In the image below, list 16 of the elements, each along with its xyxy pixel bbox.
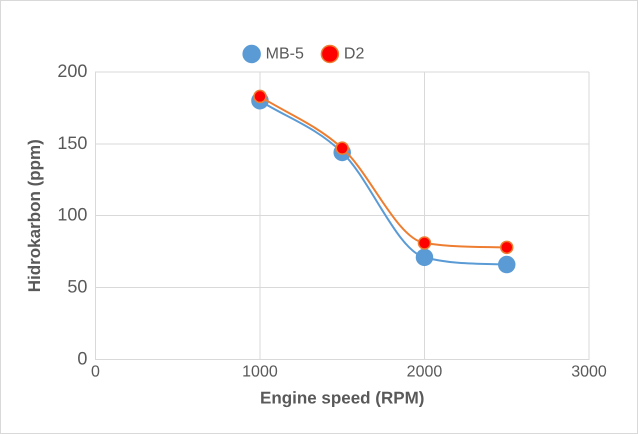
legend-label: D2 (344, 45, 364, 62)
point (418, 236, 432, 250)
y-axis-title: Hidrokarbon (ppm) (24, 139, 44, 292)
x-axis-title: Engine speed (RPM) (260, 388, 424, 408)
y-tick-label: 200 (57, 60, 88, 81)
y-tick-label: 150 (57, 132, 88, 153)
point (498, 256, 516, 274)
y-tick-label: 50 (67, 276, 88, 297)
point (500, 240, 514, 254)
point (416, 248, 434, 266)
legend-label: MB-5 (266, 45, 304, 62)
x-tick-label: 3000 (571, 363, 607, 380)
x-tick-label: 0 (90, 363, 100, 380)
y-tick-label: 100 (57, 204, 88, 225)
x-tick-label: 2000 (406, 363, 442, 380)
x-tick-label: 1000 (242, 363, 278, 380)
